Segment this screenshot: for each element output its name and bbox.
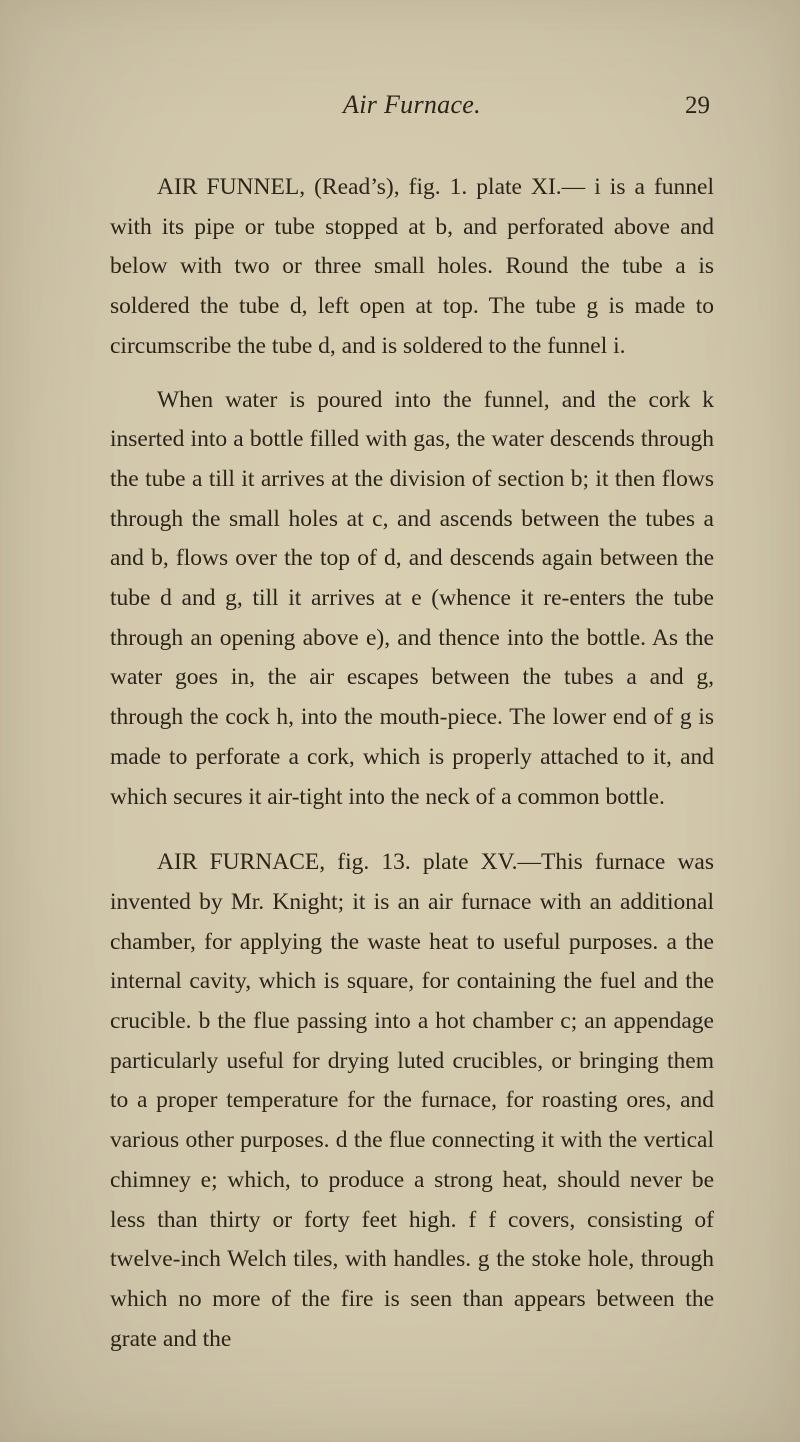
page: Air Furnace. 29 AIR FUNNEL, (Read’s), fi…: [0, 0, 800, 1442]
paragraph-3: AIR FURNACE, fig. 13. plate XV.—This fur…: [110, 843, 714, 1359]
running-title: Air Furnace.: [160, 90, 664, 120]
body-text: AIR FUNNEL, (Read’s), fig. 1. plate XI.—…: [110, 168, 714, 1359]
running-head: Air Furnace. 29: [114, 90, 710, 120]
paragraph-2: When water is poured into the funnel, an…: [110, 381, 714, 818]
page-number: 29: [664, 92, 710, 120]
paragraph-1: AIR FUNNEL, (Read’s), fig. 1. plate XI.—…: [110, 168, 714, 367]
